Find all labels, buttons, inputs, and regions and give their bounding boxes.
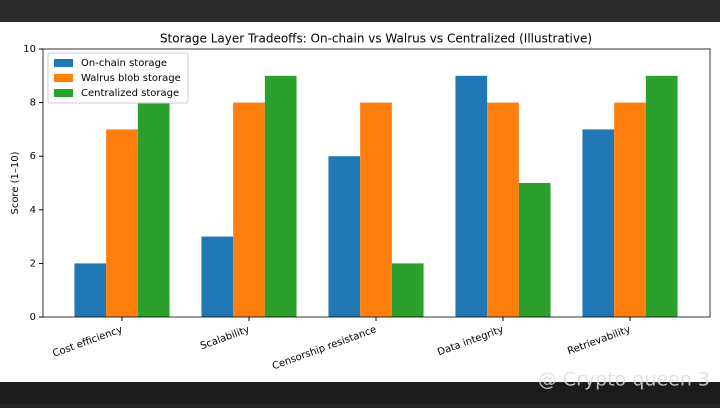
bar xyxy=(391,263,424,317)
top-band xyxy=(0,0,720,22)
y-tick-label: 6 xyxy=(30,151,36,162)
bar xyxy=(487,102,519,317)
bar xyxy=(233,102,265,317)
bar xyxy=(582,129,615,317)
bar xyxy=(645,75,678,317)
bar xyxy=(455,75,488,317)
watermark: @ Crypto queen 3 xyxy=(538,369,710,391)
bar xyxy=(201,236,234,317)
plot-frame xyxy=(42,48,711,318)
y-tick-label: 4 xyxy=(30,205,36,216)
y-tick-label: 10 xyxy=(23,44,36,55)
bar xyxy=(74,263,107,317)
bar xyxy=(360,102,392,317)
y-tick-label: 2 xyxy=(30,258,36,269)
y-tick-label: 8 xyxy=(30,98,36,109)
y-axis-label: Score (1–10) xyxy=(10,151,21,214)
bar xyxy=(264,75,297,317)
bar xyxy=(518,183,551,317)
legend-label: Centralized storage xyxy=(81,88,179,99)
chart-title: Storage Layer Tradeoffs: On-chain vs Wal… xyxy=(160,32,592,46)
legend-swatch xyxy=(54,89,73,97)
legend-swatch xyxy=(54,59,73,67)
legend-label: Walrus blob storage xyxy=(81,73,181,84)
bar xyxy=(137,102,170,317)
legend-box xyxy=(47,52,189,104)
y-tick-label: 0 xyxy=(30,312,36,323)
legend-label: On-chain storage xyxy=(81,58,167,69)
legend-swatch xyxy=(54,74,73,82)
bar xyxy=(614,102,646,317)
bar xyxy=(328,156,361,317)
bar xyxy=(106,129,138,317)
bottom-band xyxy=(0,382,720,404)
